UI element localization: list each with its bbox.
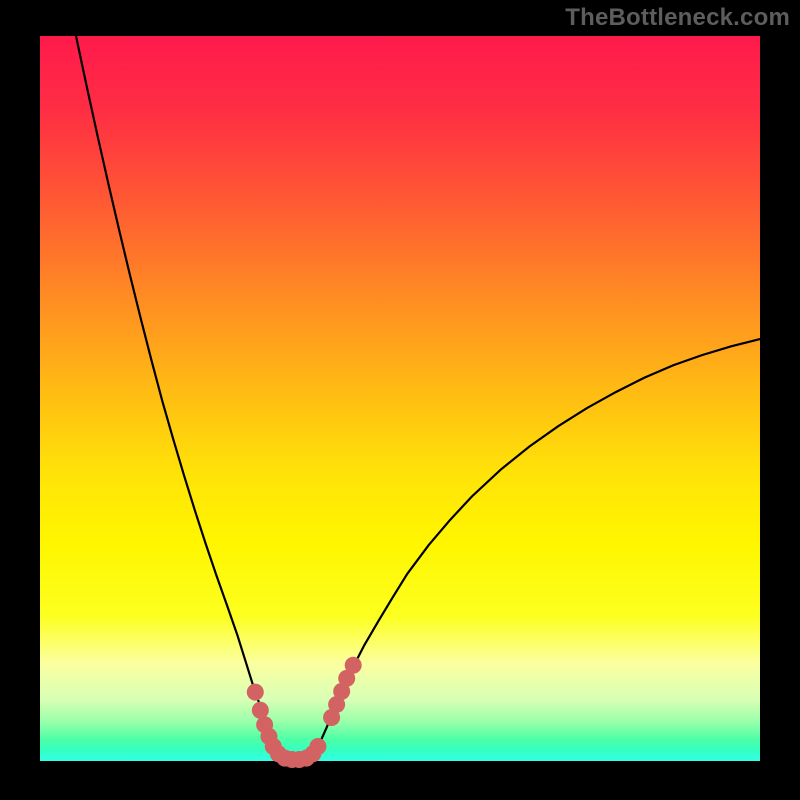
highlight-dot xyxy=(252,702,269,719)
highlight-dot xyxy=(309,738,326,755)
plot-background xyxy=(40,36,760,761)
watermark-text: TheBottleneck.com xyxy=(565,4,790,32)
highlight-dot xyxy=(345,657,362,674)
highlight-dot xyxy=(247,684,264,701)
chart-image: TheBottleneck.com xyxy=(0,0,800,800)
chart-svg xyxy=(0,0,800,800)
